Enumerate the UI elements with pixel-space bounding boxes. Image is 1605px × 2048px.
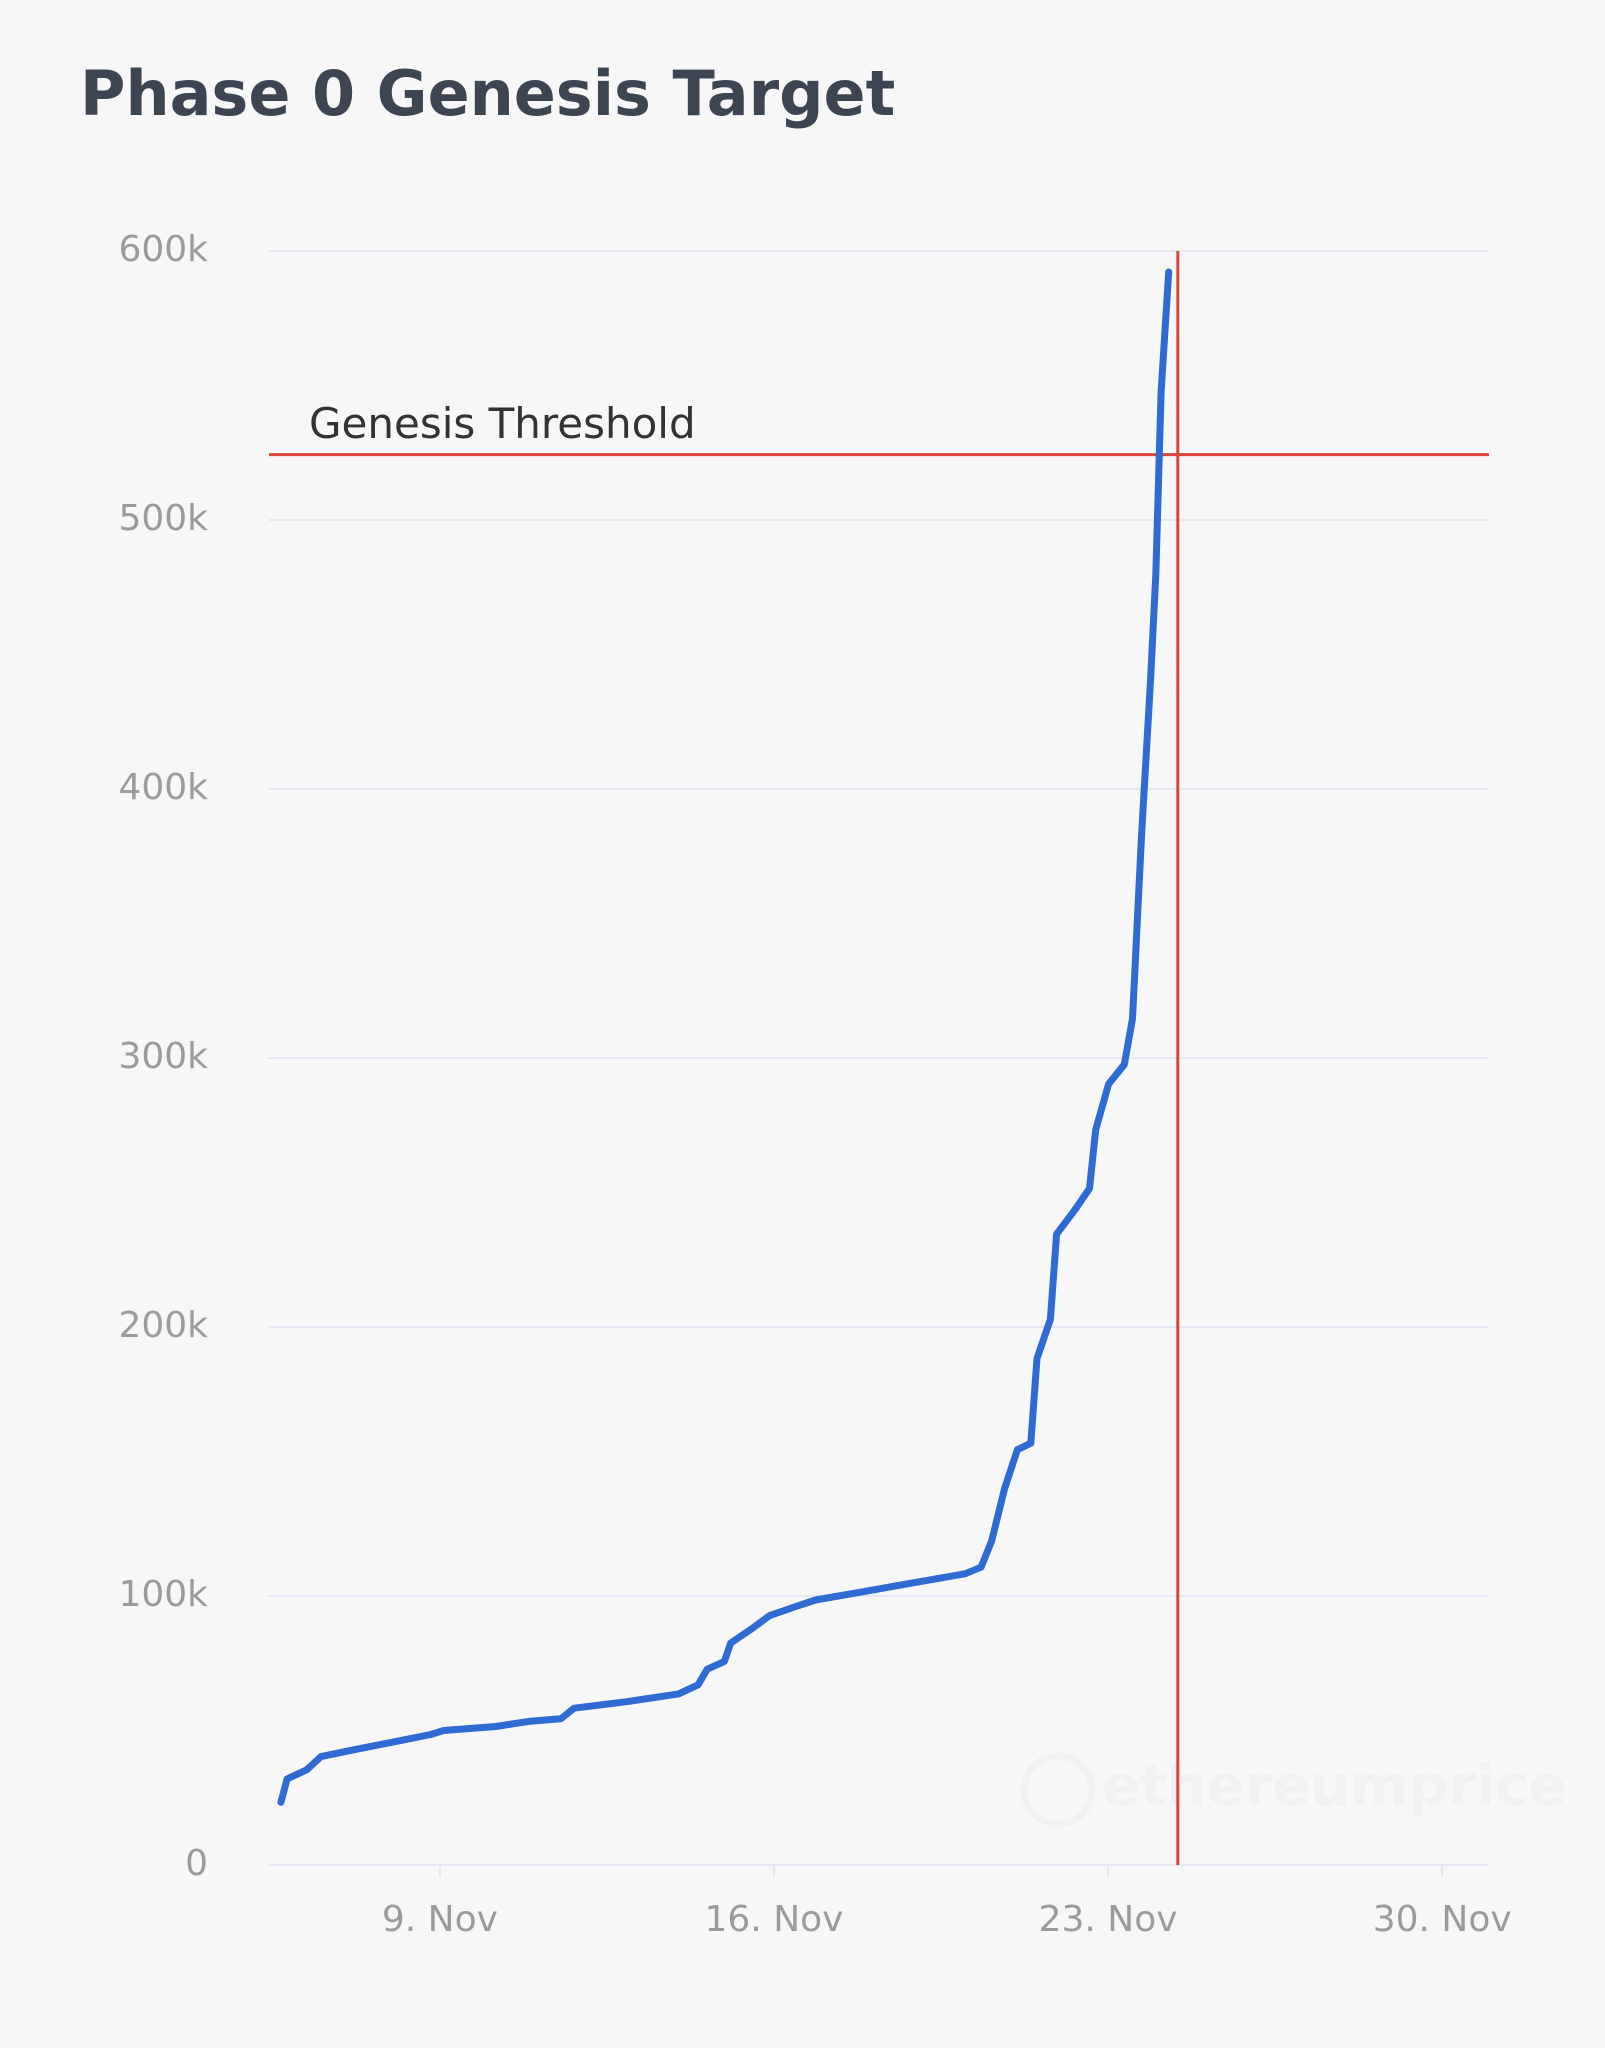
x-tick-label: 30. Nov xyxy=(1373,1899,1512,1940)
threshold-label: Genesis Threshold xyxy=(309,399,696,448)
y-tick-label: 200k xyxy=(118,1305,208,1346)
x-tick-label: 9. Nov xyxy=(382,1899,498,1940)
watermark-text: ethereumprice xyxy=(1102,1754,1567,1819)
x-tick-label: 23. Nov xyxy=(1039,1899,1178,1940)
watermark-logo xyxy=(1020,1752,1096,1828)
watermark: ethereumprice xyxy=(1020,1752,1567,1828)
x-tick-label: 16. Nov xyxy=(705,1899,844,1940)
y-tick-label: 0 xyxy=(185,1843,208,1884)
y-tick-label: 100k xyxy=(118,1574,208,1615)
chart-title: Phase 0 Genesis Target xyxy=(80,57,895,130)
y-tick-label: 600k xyxy=(118,229,208,270)
y-tick-label: 300k xyxy=(118,1036,208,1077)
data-line xyxy=(277,268,1173,1806)
y-tick-label: 500k xyxy=(118,498,208,539)
y-tick-label: 400k xyxy=(118,767,208,808)
